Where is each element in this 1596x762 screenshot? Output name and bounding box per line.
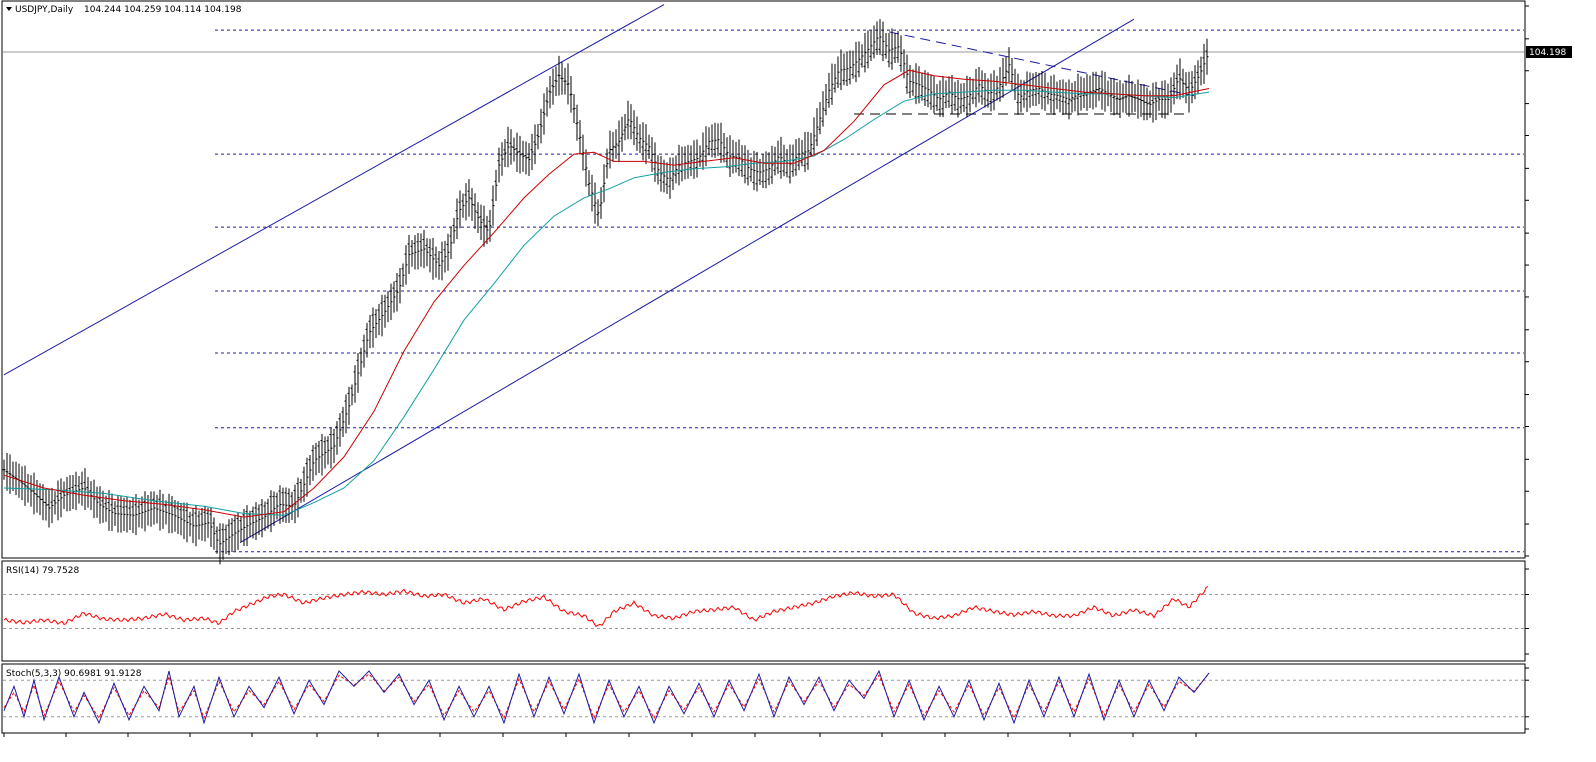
main-panel[interactable] bbox=[1, 0, 1526, 559]
time-axis bbox=[3, 733, 1197, 737]
rsi-indicator bbox=[3, 568, 1529, 655]
symbol-dropdown-icon[interactable] bbox=[6, 7, 12, 11]
rsi-line bbox=[3, 586, 1209, 628]
ma-fast-line bbox=[3, 69, 1210, 518]
price-axis bbox=[1525, 5, 1529, 557]
ma-slow-line bbox=[3, 89, 1210, 516]
stoch-main-line bbox=[3, 669, 1210, 725]
current-price-tag-bg bbox=[1526, 46, 1572, 59]
ohlc-values: 104.244 104.259 104.114 104.198 bbox=[84, 5, 242, 15]
channel-upper-line bbox=[3, 4, 665, 376]
moving-averages bbox=[3, 69, 1210, 518]
downtrend-line bbox=[888, 31, 1195, 97]
fibonacci-levels bbox=[215, 29, 1524, 553]
symbol-label: USDJPY,Daily bbox=[15, 5, 74, 15]
stoch-panel[interactable] bbox=[1, 663, 1526, 734]
stoch-signal-line bbox=[3, 673, 1210, 720]
rsi-label: RSI(14) 79.7528 bbox=[6, 566, 79, 576]
current-price-tag: 104.198 bbox=[1526, 46, 1572, 59]
current-price-value: 104.198 bbox=[1529, 48, 1566, 58]
stochastic-indicator bbox=[3, 667, 1529, 730]
price-bars bbox=[2, 19, 1209, 565]
rsi-panel[interactable] bbox=[1, 560, 1526, 662]
stoch-label: Stoch(5,3,3) 90.6981 91.9128 bbox=[6, 669, 142, 679]
